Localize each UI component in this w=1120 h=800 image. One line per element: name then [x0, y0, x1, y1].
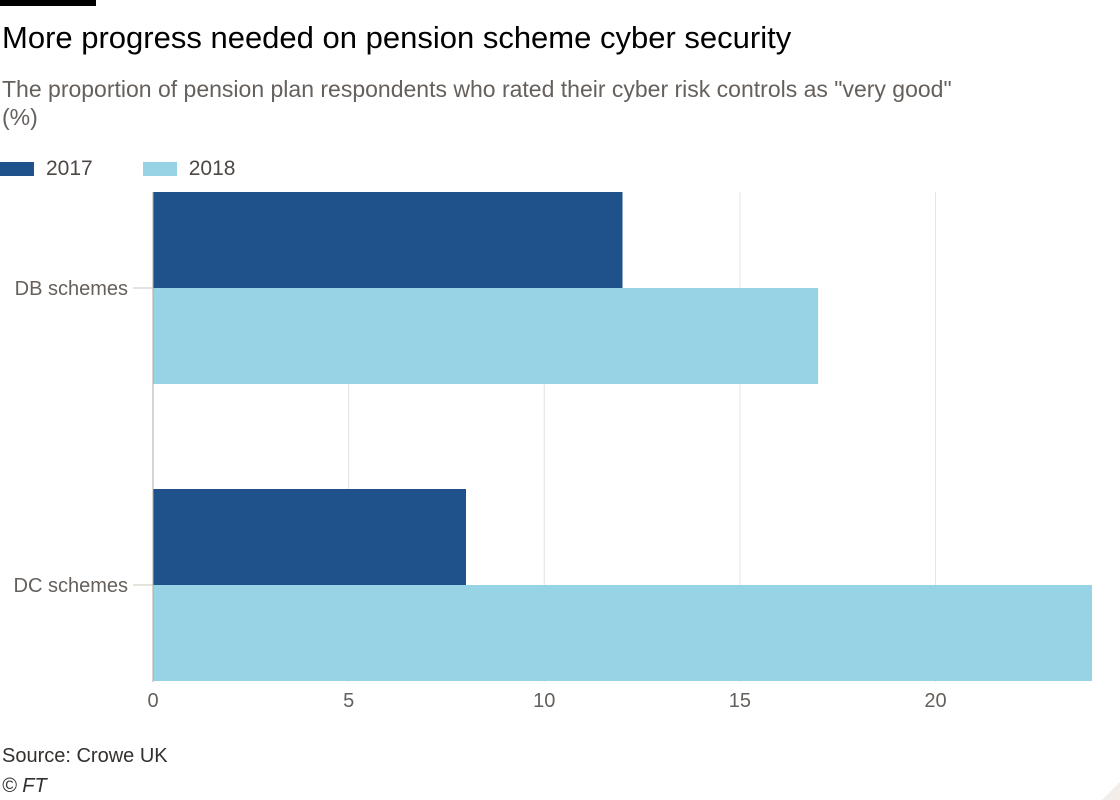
bar-chart: 0 5 10 15 20 DB schemes DC schemes [14, 192, 1092, 712]
x-tick-label-10: 10 [533, 690, 555, 712]
chart-subtitle: The proportion of pension plan responden… [2, 76, 952, 130]
y-tick-label-0: DB schemes [15, 278, 128, 300]
x-tick-label-5: 5 [343, 690, 354, 712]
y-tick-label-1: DC schemes [14, 575, 128, 597]
bar-dc-schemes-2018 [153, 585, 1092, 681]
x-tick-label-15: 15 [729, 690, 751, 712]
x-tick-label-0: 0 [147, 690, 158, 712]
legend-item-2017: 2017 [0, 157, 93, 181]
x-tick-label-20: 20 [924, 690, 946, 712]
legend-label-2018: 2018 [188, 157, 236, 180]
legend-swatch-2018 [142, 162, 177, 176]
header-rule [0, 0, 96, 6]
source-note: Source: Crowe UK [2, 745, 168, 767]
corner-fold-icon [1102, 782, 1120, 800]
bar-dc-schemes-2017 [153, 489, 466, 585]
bar-db-schemes-2018 [153, 288, 819, 384]
chart-title: More progress needed on pension scheme c… [2, 20, 792, 55]
legend-item-2018: 2018 [142, 157, 236, 181]
copyright-note: © FT [2, 775, 47, 797]
legend-label-2017: 2017 [46, 157, 93, 180]
legend: 2017 2018 [0, 156, 285, 182]
bar-db-schemes-2017 [153, 192, 623, 288]
legend-swatch-2017 [0, 162, 34, 176]
